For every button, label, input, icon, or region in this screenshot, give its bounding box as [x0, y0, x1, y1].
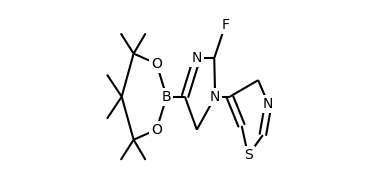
- Text: N: N: [210, 90, 220, 104]
- Text: B: B: [162, 90, 172, 104]
- Text: F: F: [221, 18, 229, 32]
- Text: O: O: [151, 57, 162, 71]
- Text: N: N: [191, 51, 202, 65]
- Text: O: O: [151, 123, 162, 137]
- Text: N: N: [263, 97, 273, 111]
- Text: S: S: [244, 148, 252, 162]
